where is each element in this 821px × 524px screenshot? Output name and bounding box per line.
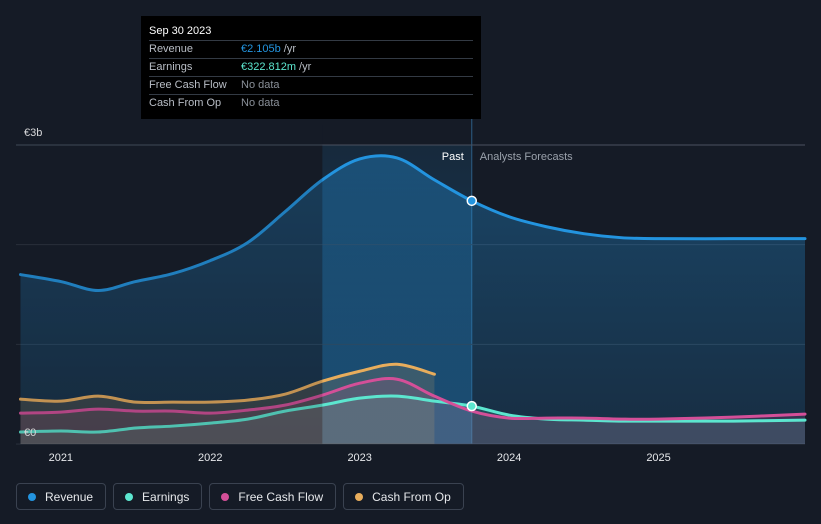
tooltip-row-value: No data [241, 79, 280, 91]
earnings-area [20, 396, 805, 444]
legend-free-cash-flow[interactable]: Free Cash Flow [209, 483, 337, 510]
legend-cash-from-op[interactable]: Cash From Op [343, 483, 464, 510]
tooltip-row-value: €322.812m [241, 61, 297, 73]
y-tick-label: €3b [24, 127, 42, 139]
x-tick-label: 2021 [49, 452, 73, 464]
tooltip-row: Free Cash Flow No data [149, 77, 473, 95]
tooltip-row: Cash From Op No data [149, 95, 473, 112]
tooltip-row-unit: /yr [283, 43, 296, 55]
revenue-area [20, 155, 805, 444]
x-tick-label: 2023 [347, 452, 371, 464]
legend-label: Earnings [142, 489, 190, 504]
x-tick-label: 2022 [198, 452, 222, 464]
x-tick-label: 2025 [646, 452, 670, 464]
tooltip: Sep 30 2023 Revenue €2.105b/yr Earnings €32… [141, 16, 481, 119]
tooltip-row-unit: /yr [299, 61, 312, 73]
cfo-area [20, 364, 435, 444]
legend-label: Free Cash Flow [238, 489, 324, 504]
tooltip-row-label: Revenue [149, 43, 194, 55]
tooltip-row: Revenue €2.105b/yr [149, 41, 473, 59]
tooltip-row-label: Earnings [149, 61, 193, 73]
tooltip-row-value: €2.105b [241, 43, 281, 55]
cfo-line [18, 362, 436, 405]
tooltip-row: Earnings €322.812m/yr [149, 59, 473, 77]
legend-dot-icon [221, 492, 230, 501]
legend-earnings[interactable]: Earnings [113, 483, 203, 510]
tooltip-row-value: No data [241, 97, 280, 109]
earnings-marker [466, 400, 478, 412]
legend-dot-icon [28, 492, 36, 501]
legend-label: Cash From Op [372, 489, 451, 504]
forecast-label: Analysts Forecasts [480, 151, 573, 163]
legend-label: Revenue [45, 489, 94, 504]
pre-highlight-dim [16, 125, 323, 444]
tooltip-date: Sep 30 2023 [149, 24, 473, 41]
y-tick-label: €0 [24, 427, 36, 439]
legend-dot-icon [125, 492, 134, 501]
x-tick-label: 2024 [497, 452, 521, 464]
fcf-area [20, 378, 805, 444]
tooltip-row-label: Cash From Op [149, 97, 222, 109]
legend-revenue[interactable]: Revenue [16, 483, 107, 510]
legend-dot-icon [355, 492, 364, 501]
past-label: Past [442, 151, 464, 163]
tooltip-row-label: Free Cash Flow [149, 79, 227, 91]
legend: Revenue Earnings Free Cash Flow Cash From O… [16, 483, 464, 510]
revenue-marker [466, 195, 478, 207]
